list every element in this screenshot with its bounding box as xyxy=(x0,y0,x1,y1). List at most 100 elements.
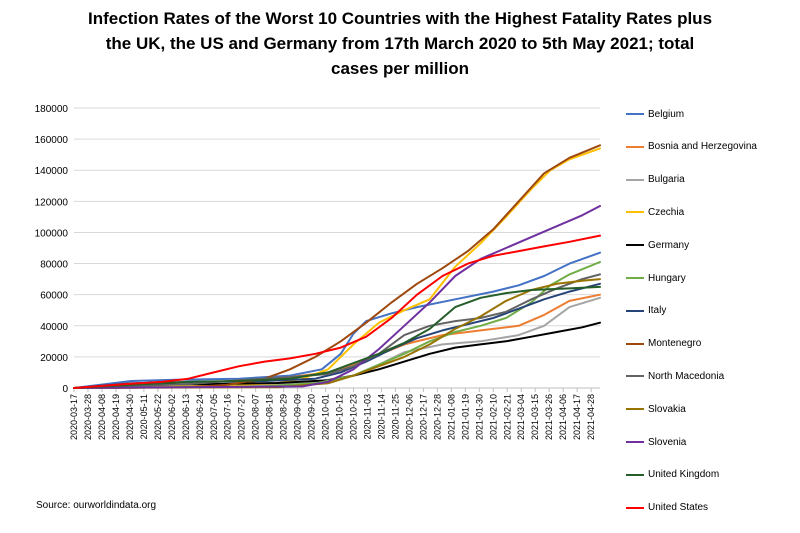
x-tick-label: 2021-03-15 xyxy=(530,394,540,440)
legend-label: Slovenia xyxy=(648,436,687,448)
x-axis: 2020-03-17 2020-03-28 2020-04-08 2020-04-19… xyxy=(69,387,600,440)
x-tick-label: 2020-09-09 xyxy=(293,394,303,440)
legend-item: Slovenia xyxy=(626,432,686,452)
x-tick-label: 2020-05-22 xyxy=(153,394,163,440)
y-tick-label: 80000 xyxy=(40,260,68,271)
x-tick-label: 2020-11-14 xyxy=(376,394,386,439)
legend-swatch xyxy=(626,506,644,509)
y-tick-label: 20000 xyxy=(40,353,68,364)
x-tick-label: 2020-03-17 xyxy=(69,394,79,440)
x-tick-label: 2020-07-27 xyxy=(237,394,247,440)
x-tick-label: 2020-03-28 xyxy=(83,394,93,440)
series-line-montenegro xyxy=(73,144,601,389)
y-tick-label: 40000 xyxy=(40,322,68,333)
gridlines xyxy=(74,107,600,389)
x-tick-label: 2020-08-07 xyxy=(251,394,261,440)
x-tick-label: 2020-08-18 xyxy=(265,394,275,440)
chart-title-line-2: the UK, the US and Germany from 17th Mar… xyxy=(105,34,695,53)
x-tick-label: 2021-03-04 xyxy=(516,394,526,440)
x-tick-label: 2020-10-01 xyxy=(321,394,331,440)
legend-item: Germany xyxy=(626,235,689,255)
x-tick-label: 2020-05-11 xyxy=(139,394,149,439)
x-tick-label: 2021-01-19 xyxy=(460,394,470,440)
x-tick-label: 2021-02-21 xyxy=(502,394,512,440)
series-line-slovenia xyxy=(73,205,601,389)
x-tick-label: 2020-12-06 xyxy=(404,394,414,440)
legend-item: Slovakia xyxy=(626,399,686,419)
x-tick-label: 2020-04-08 xyxy=(97,394,107,440)
x-tick-label: 2020-10-23 xyxy=(349,394,359,440)
legend-item: Bulgaria xyxy=(626,170,685,190)
legend-item: United States xyxy=(626,498,708,518)
legend-label: Montenegro xyxy=(648,338,702,350)
series-line-bulgaria xyxy=(73,296,601,389)
legend-label: Bosnia and Herzegovina xyxy=(648,141,757,153)
x-tick-label: 2021-03-26 xyxy=(544,394,554,440)
legend-label: North Macedonia xyxy=(648,370,725,382)
legend-item: Bosnia and Herzegovina xyxy=(626,137,757,157)
series-lines xyxy=(73,144,601,389)
legend-item: Hungary xyxy=(626,268,686,288)
legend-label: United States xyxy=(648,502,709,514)
legend-swatch xyxy=(626,473,644,476)
legend-swatch xyxy=(626,441,644,443)
x-tick-label: 2020-07-16 xyxy=(223,394,233,440)
y-tick-label: 0 xyxy=(62,384,68,395)
x-tick-label: 2021-04-28 xyxy=(586,394,596,440)
x-tick-label: 2020-06-24 xyxy=(195,394,205,440)
x-tick-label: 2020-08-29 xyxy=(279,394,289,440)
x-tick-label: 2020-04-30 xyxy=(125,394,135,440)
x-tick-label: 2020-07-05 xyxy=(209,394,219,440)
legend-label: United Kingdom xyxy=(648,469,720,481)
chart-title-line-3: cases per million xyxy=(331,59,469,78)
y-tick-label: 140000 xyxy=(35,166,69,177)
legend-swatch xyxy=(626,309,644,312)
x-tick-label: 2021-01-08 xyxy=(446,394,456,440)
x-tick-label: 2020-10-12 xyxy=(335,394,345,440)
y-tick-label: 180000 xyxy=(35,104,69,115)
x-tick-label: 2021-02-10 xyxy=(488,394,498,440)
series-line-north-macedonia xyxy=(73,273,601,389)
legend-item: United Kingdom xyxy=(626,465,719,485)
legend-item: Czechia xyxy=(626,202,684,222)
legend-swatch xyxy=(626,145,644,148)
legend-item: Belgium xyxy=(626,104,684,124)
legend-swatch xyxy=(626,244,644,247)
series-line-belgium xyxy=(73,251,601,389)
y-tick-label: 160000 xyxy=(35,135,69,146)
y-tick-label: 60000 xyxy=(40,291,68,302)
legend-label: Hungary xyxy=(648,272,686,284)
x-tick-label: 2020-12-28 xyxy=(432,394,442,440)
legend-swatch xyxy=(626,113,644,115)
legend-swatch xyxy=(626,375,644,378)
x-tick-label: 2021-04-06 xyxy=(558,394,568,440)
series-line-italy xyxy=(73,282,601,389)
x-tick-label: 2020-11-03 xyxy=(362,394,372,439)
x-tick-label: 2020-12-17 xyxy=(418,394,428,440)
x-tick-label: 2020-04-19 xyxy=(111,394,121,440)
legend-item: Italy xyxy=(626,301,666,321)
series-line-united-states xyxy=(73,234,601,389)
y-tick-label: 100000 xyxy=(35,228,69,239)
legend-item: Montenegro xyxy=(626,334,701,354)
legend-label: Germany xyxy=(648,239,690,251)
x-tick-label: 2020-11-25 xyxy=(390,394,400,439)
series-line-united-kingdom xyxy=(73,285,601,389)
legend-label: Slovakia xyxy=(648,403,686,415)
y-tick-label: 120000 xyxy=(35,197,69,208)
legend-label: Czechia xyxy=(648,206,685,218)
legend-swatch xyxy=(626,211,644,214)
y-axis: 0 20000 40000 60000 80000 100000 120000 140000 1… xyxy=(35,104,69,395)
x-tick-label: 2020-06-13 xyxy=(181,394,191,440)
legend-swatch xyxy=(626,408,644,411)
legend-swatch xyxy=(626,178,644,181)
x-tick-label: 2021-01-30 xyxy=(474,394,484,440)
legend-swatch xyxy=(626,277,644,279)
legend-item: North Macedonia xyxy=(626,366,724,386)
source-note: Source: ourworldindata.org xyxy=(36,500,157,511)
legend-label: Italy xyxy=(648,305,667,317)
legend-label: Bulgaria xyxy=(648,174,685,186)
series-line-slovakia xyxy=(73,278,601,389)
chart-title: Infection Rates of the Worst 10 Countrie… xyxy=(0,6,800,81)
